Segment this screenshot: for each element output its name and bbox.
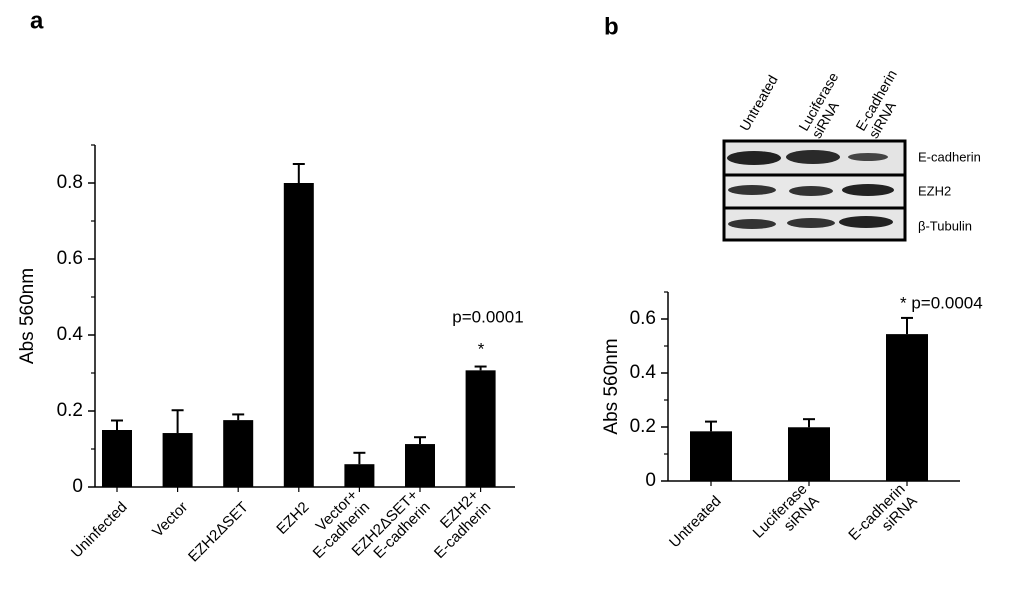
x-tick-label: EZH2+E-cadherin <box>419 486 495 562</box>
x-tick-label-line: EZH2 <box>273 499 312 538</box>
x-tick-label: Uninfected <box>68 499 131 562</box>
band <box>789 186 833 196</box>
band <box>839 216 893 228</box>
lane-label: E-cadherinsiRNA <box>852 67 913 141</box>
row-label: β-Tubulin <box>918 218 972 233</box>
lane-label: Untreated <box>736 72 781 133</box>
annotation: * p=0.0004 <box>900 293 983 312</box>
panel-label: a <box>30 7 44 34</box>
band <box>728 219 776 229</box>
band <box>728 185 776 195</box>
lane-label-line: Untreated <box>736 72 781 133</box>
band <box>727 151 781 165</box>
band <box>842 184 894 196</box>
bar <box>405 444 435 487</box>
y-axis-label: Abs 560nm <box>601 338 622 434</box>
x-tick-label: Vector <box>149 499 191 541</box>
bar <box>690 431 732 481</box>
y-tick-label: 0.6 <box>630 308 656 329</box>
annotation: * <box>478 339 485 358</box>
band <box>786 150 840 164</box>
bar <box>283 183 314 487</box>
bar <box>886 334 928 481</box>
lane-label: LuciferasesiRNA <box>795 69 854 141</box>
panel-label: b <box>604 13 619 40</box>
bar <box>162 433 193 487</box>
bar <box>102 430 132 487</box>
x-tick-label-line: Uninfected <box>68 499 131 562</box>
annotation: p=0.0001 <box>452 307 523 326</box>
x-tick-label: E-cadherinsiRNA <box>845 481 920 556</box>
y-tick-label: 0.4 <box>630 362 657 383</box>
y-tick-label: 0.2 <box>630 416 656 437</box>
row-label: EZH2 <box>918 183 951 198</box>
y-tick-label: 0.4 <box>57 324 84 345</box>
y-tick-label: 0.8 <box>57 172 83 193</box>
bar <box>465 370 496 487</box>
row-label: E-cadherin <box>918 149 981 164</box>
band <box>787 218 835 228</box>
x-tick-label: EZH2ΔSET <box>185 499 252 566</box>
bar <box>344 464 375 487</box>
x-tick-label-line: Untreated <box>666 493 725 552</box>
y-tick-label: 0.2 <box>57 400 83 421</box>
western-blot <box>722 139 907 242</box>
y-axis-label: Abs 560nm <box>17 268 38 364</box>
y-tick-label: 0 <box>645 470 656 491</box>
y-tick-label: 0.6 <box>57 248 83 269</box>
x-tick-label: LuciferasesiRNA <box>750 481 823 554</box>
x-tick-label-line: Vector <box>149 499 191 541</box>
x-tick-label-line: EZH2ΔSET <box>185 499 252 566</box>
band <box>848 153 888 161</box>
bar <box>223 420 254 487</box>
x-tick-label: EZH2 <box>273 499 312 538</box>
bar <box>788 427 830 481</box>
y-tick-label: 0 <box>72 476 83 497</box>
x-tick-label: Untreated <box>666 493 725 552</box>
